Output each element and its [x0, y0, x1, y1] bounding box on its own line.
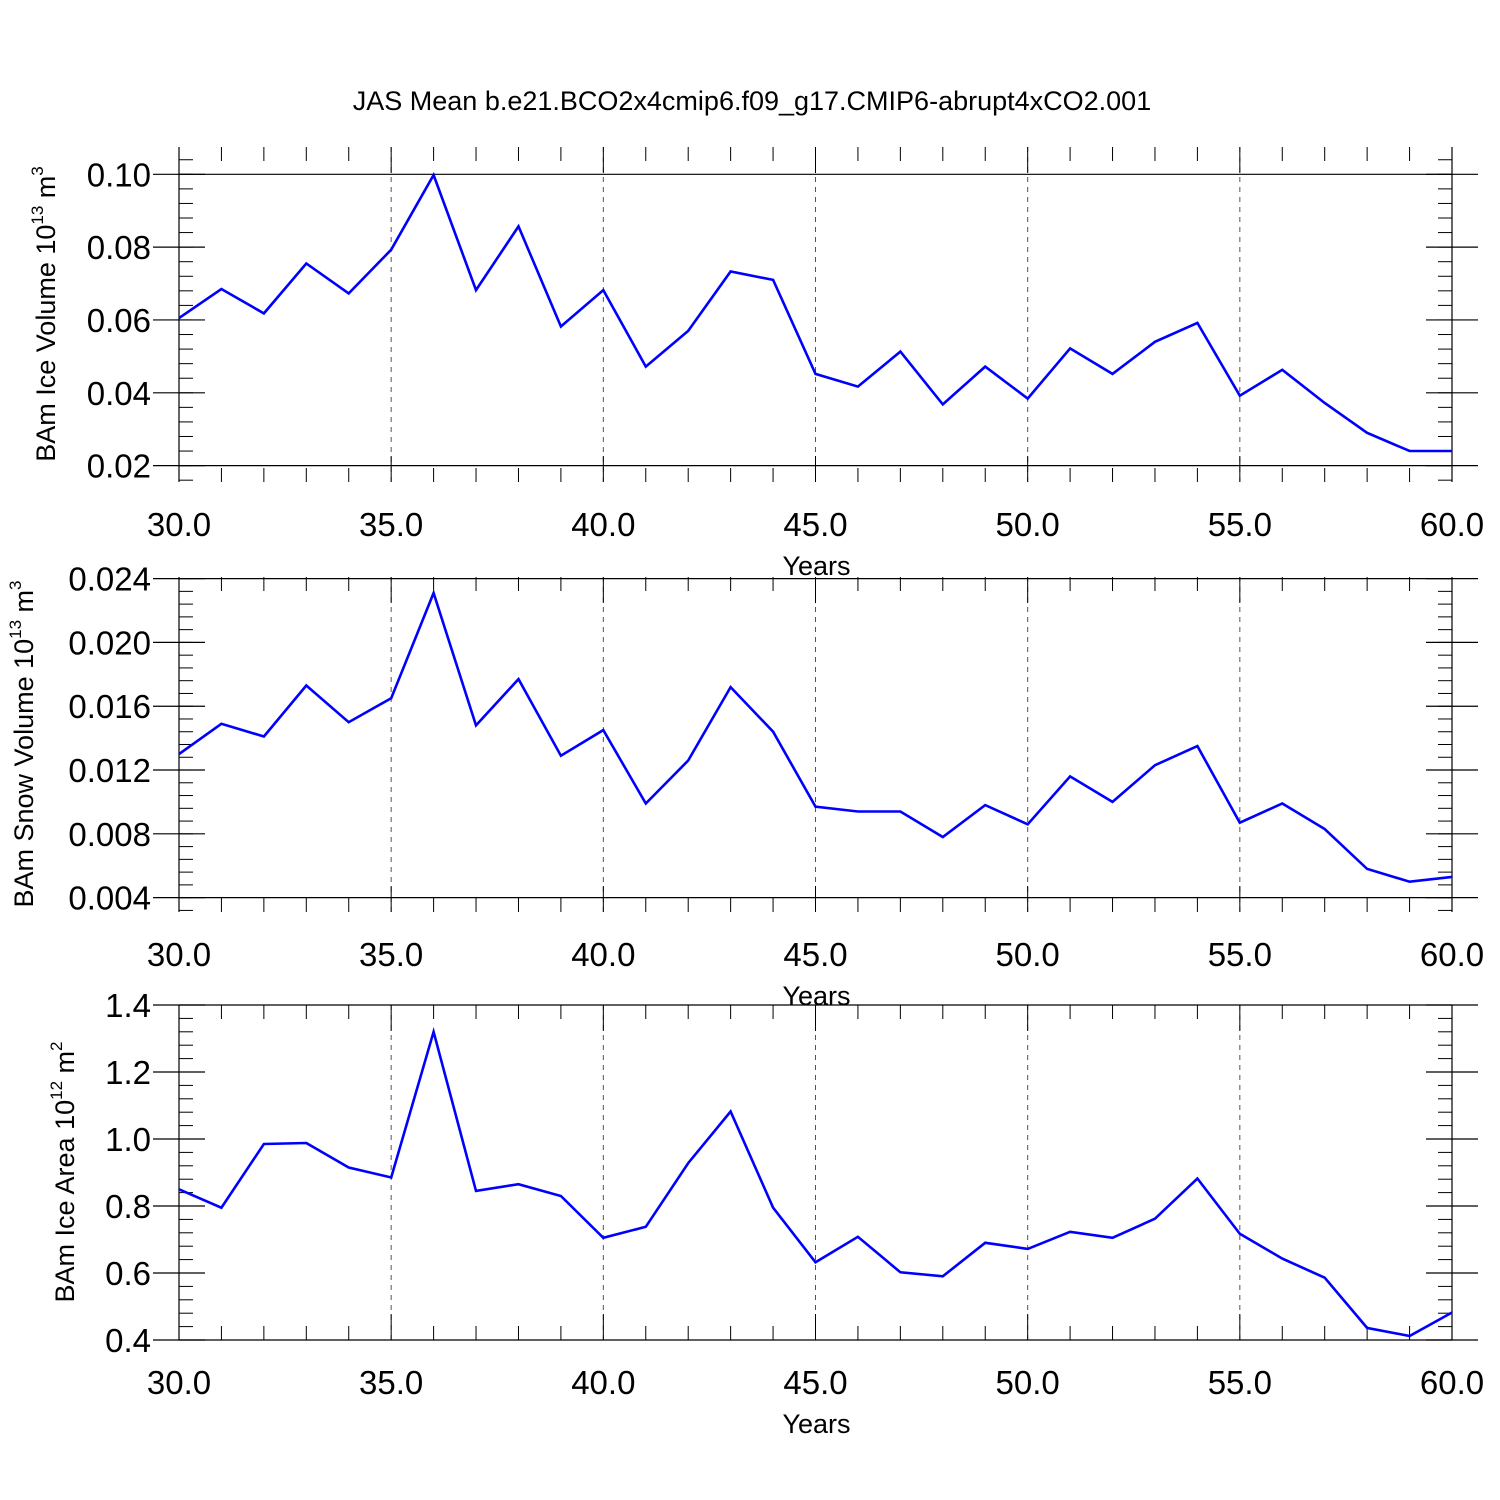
x-axis-label: Years [782, 981, 850, 1011]
x-tick-label: 40.0 [571, 1364, 635, 1401]
y-tick-label: 0.10 [87, 156, 151, 193]
y-axis-label-unit: m [50, 1051, 80, 1081]
x-tick-label: 30.0 [147, 1364, 211, 1401]
y-axis-label: BAm Snow Volume 1013 m3 [6, 580, 39, 907]
y-axis-label: BAm Ice Volume 1013 m3 [28, 166, 61, 462]
y-axis-label-text: BAm Ice Volume 10 [31, 225, 61, 462]
ice-area-panel: 0.4 0.6 0.8 1.0 1.2 1.4 30.0 35.0 40.0 45.0 50.0 55… [47, 987, 1484, 1439]
y-axis-label-text: BAm Ice Area 10 [50, 1100, 80, 1303]
y-tick-label: 0.8 [105, 1188, 151, 1225]
x-tick-label: 35.0 [359, 506, 423, 543]
y-tick-label: 1.2 [105, 1054, 151, 1091]
y-axis-label-text: BAm Snow Volume 10 [9, 639, 39, 908]
x-tick-label: 50.0 [996, 1364, 1060, 1401]
x-tick-label: 40.0 [571, 506, 635, 543]
y-axis-label-unit: m [9, 590, 39, 620]
x-tick-label: 45.0 [783, 936, 847, 973]
x-tick-label: 35.0 [359, 1364, 423, 1401]
x-tick-label: 60.0 [1420, 1364, 1484, 1401]
snow-volume-panel: 0.004 0.008 0.012 0.016 0.020 0.024 30.0 35.0 40… [6, 561, 1484, 1011]
x-tick-label: 35.0 [359, 936, 423, 973]
y-axis-label-unit-exponent: 3 [6, 580, 25, 589]
y-axis-label-exponent: 12 [47, 1081, 66, 1100]
y-axis-label: BAm Ice Area 1012 m2 [47, 1042, 80, 1303]
x-tick-label: 55.0 [1208, 936, 1272, 973]
x-axis-label: Years [782, 551, 850, 581]
y-tick-label: 0.6 [105, 1255, 151, 1292]
x-tick-label: 55.0 [1208, 506, 1272, 543]
y-tick-label: 0.04 [87, 375, 151, 412]
chart-title: JAS Mean b.e21.BCO2x4cmip6.f09_g17.CMIP6… [353, 86, 1151, 116]
x-tick-label: 30.0 [147, 936, 211, 973]
y-tick-label: 0.020 [68, 624, 151, 661]
x-tick-label: 40.0 [571, 936, 635, 973]
y-tick-label: 0.4 [105, 1322, 151, 1359]
x-tick-label: 60.0 [1420, 936, 1484, 973]
y-tick-label: 0.02 [87, 448, 151, 485]
y-tick-label: 1.0 [105, 1121, 151, 1158]
y-tick-label: 0.016 [68, 688, 151, 725]
y-tick-label: 0.06 [87, 302, 151, 339]
y-axis-label-exponent: 13 [28, 206, 47, 225]
x-tick-label: 50.0 [996, 506, 1060, 543]
y-tick-label: 0.004 [68, 880, 151, 917]
y-tick-label: 0.024 [68, 561, 151, 598]
y-axis-label-unit-exponent: 2 [47, 1042, 66, 1051]
y-axis-label-exponent: 13 [6, 620, 25, 639]
ice-volume-panel: 0.02 0.04 0.06 0.08 0.10 30.0 35.0 40.0 45.0 50.0… [28, 147, 1484, 581]
x-tick-label: 45.0 [783, 1364, 847, 1401]
x-axis-label: Years [782, 1409, 850, 1439]
y-tick-label: 0.008 [68, 816, 151, 853]
x-tick-label: 55.0 [1208, 1364, 1272, 1401]
y-tick-label: 1.4 [105, 987, 151, 1024]
y-axis-label-unit: m [31, 176, 61, 206]
x-tick-label: 45.0 [783, 506, 847, 543]
y-axis-label-unit-exponent: 3 [28, 166, 47, 175]
x-tick-label: 60.0 [1420, 506, 1484, 543]
x-tick-label: 30.0 [147, 506, 211, 543]
x-tick-label: 50.0 [996, 936, 1060, 973]
y-tick-label: 0.08 [87, 229, 151, 266]
y-tick-label: 0.012 [68, 752, 151, 789]
